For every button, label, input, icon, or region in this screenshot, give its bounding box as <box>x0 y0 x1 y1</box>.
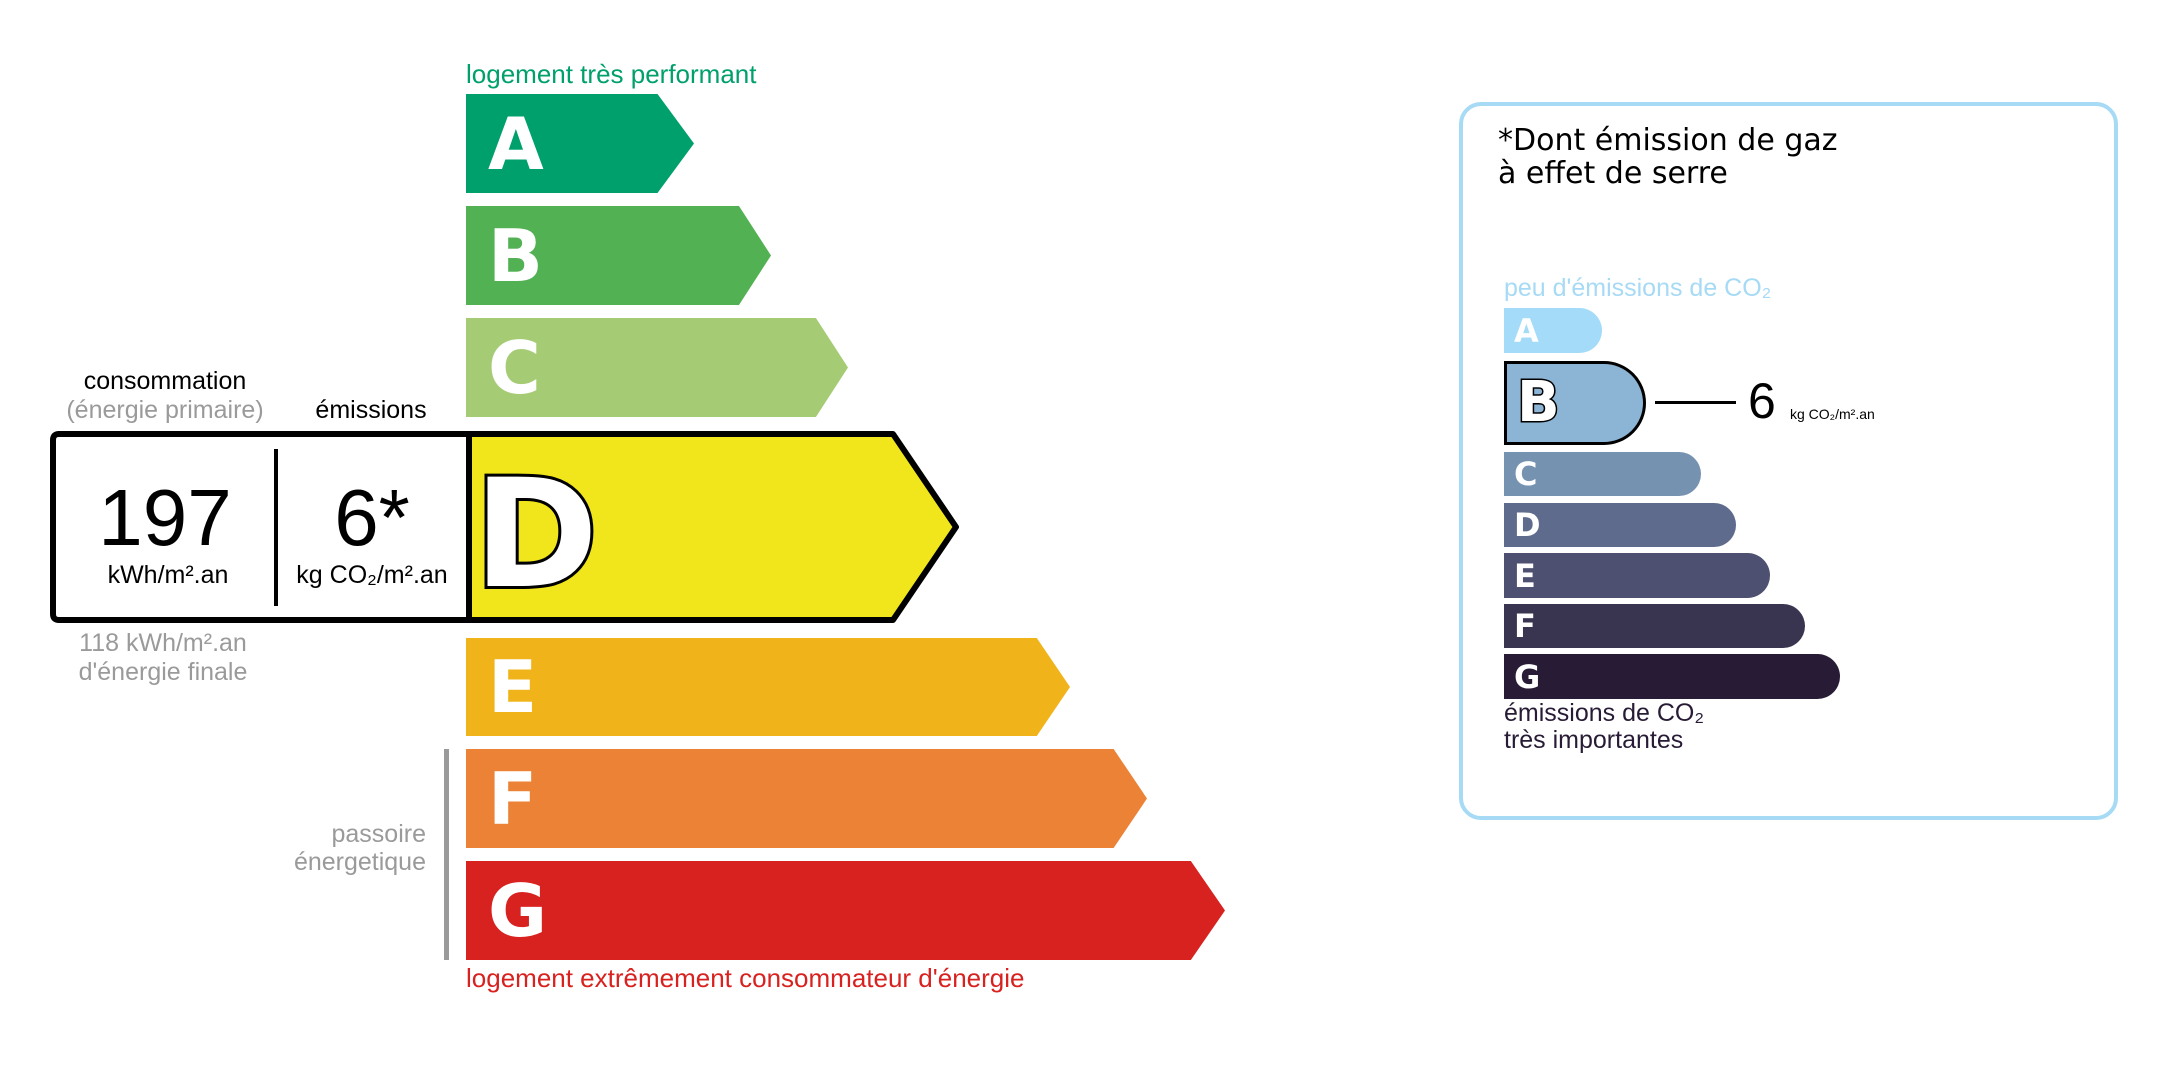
emissions-value: 6* <box>334 473 410 562</box>
ghg-bottom-label: émissions de CO₂ très importantes <box>1504 700 1704 754</box>
class-letter: E <box>1514 556 1536 595</box>
ghg-class-e: E <box>1504 553 1770 598</box>
ghg-title: *Dont émission de gaz à effet de serre <box>1498 124 1838 190</box>
ghg-bottom-line-1: émissions de CO₂ <box>1504 699 1705 727</box>
ghg-class-b: B <box>1504 361 1646 445</box>
ghg-bottom-line-2: très importantes <box>1504 726 1684 754</box>
class-letter: C <box>1514 455 1538 493</box>
energy-class-d <box>466 431 959 623</box>
ghg-unit: kg CO₂/m².an <box>1790 406 1875 422</box>
ghg-class-c: C <box>1504 452 1701 496</box>
top-label: logement très performant <box>466 59 757 89</box>
class-letter: B <box>488 213 543 298</box>
ghg-title-line-1: *Dont émission de gaz <box>1498 123 1838 158</box>
passoire-label: passoire énergetique <box>294 820 426 876</box>
class-letter: A <box>1514 311 1539 350</box>
emissions-heading: émissions <box>315 396 427 424</box>
consumption-heading: consommation <box>83 367 247 395</box>
ghg-panel <box>1459 102 2118 820</box>
class-letter: D <box>1514 506 1541 544</box>
final-energy-label: d'énergie finale <box>78 658 248 686</box>
class-letter: A <box>488 101 544 186</box>
energy-class-c: C <box>466 318 848 417</box>
bottom-label: logement extrêmement consommateur d'éner… <box>466 963 1025 993</box>
energy-class-e: E <box>466 638 1070 736</box>
energy-class-g: G <box>466 861 1225 960</box>
consumption-subheading: (énergie primaire) <box>66 396 264 424</box>
final-energy-value: 118 kWh/m².an <box>79 629 247 657</box>
current-class-letter: D <box>474 448 599 622</box>
ghg-class-a: A <box>1504 308 1602 353</box>
passoire-line-2: énergetique <box>293 848 426 876</box>
ghg-top-label: peu d'émissions de CO₂ <box>1504 274 1772 302</box>
ghg-value-connector <box>1655 401 1736 404</box>
passoire-bar <box>444 749 449 960</box>
class-letter: C <box>488 325 541 410</box>
class-letter: F <box>488 756 538 841</box>
current-class-frame: D <box>50 431 959 625</box>
passoire-line-1: passoire <box>331 820 427 848</box>
ghg-class-g: G <box>1504 654 1840 699</box>
consumption-value: 197 <box>98 473 232 562</box>
ghg-title-line-2: à effet de serre <box>1498 156 1728 191</box>
emissions-unit: kg CO₂/m².an <box>296 561 448 589</box>
consumption-unit: kWh/m².an <box>107 561 229 589</box>
class-letter: F <box>1514 607 1536 645</box>
class-letter: G <box>488 868 548 953</box>
current-ghg-letter: B <box>1516 370 1562 435</box>
ghg-value: 6 <box>1748 373 1776 429</box>
ghg-class-f: F <box>1504 604 1805 648</box>
energy-class-f: F <box>466 749 1147 848</box>
class-letter: E <box>488 645 538 729</box>
class-letter: G <box>1514 657 1541 696</box>
energy-class-b: B <box>466 206 771 305</box>
energy-class-a: A <box>466 94 694 193</box>
ghg-class-d: D <box>1504 503 1736 547</box>
